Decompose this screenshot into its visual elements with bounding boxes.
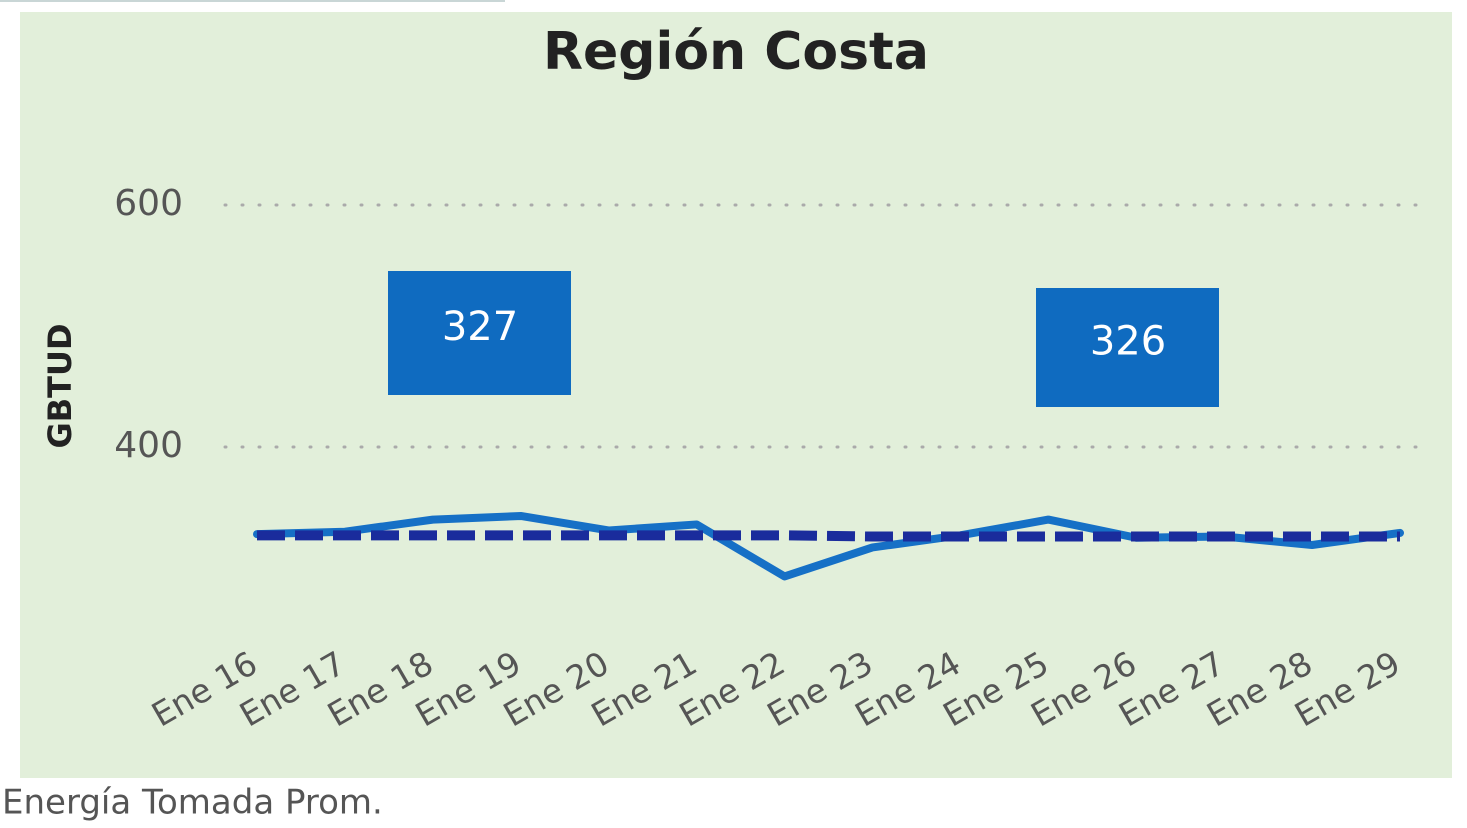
y-tick-label: 400 bbox=[114, 425, 183, 466]
y-axis-label: GBTUD bbox=[41, 323, 79, 448]
caption: Energía Tomada Prom. bbox=[2, 783, 383, 823]
data-label: 327 bbox=[442, 304, 518, 350]
y-tick-label: 600 bbox=[114, 183, 183, 224]
average-line bbox=[257, 530, 1400, 542]
chart-title: Región Costa bbox=[543, 22, 929, 82]
label-box bbox=[388, 271, 571, 395]
data-label: 326 bbox=[1090, 319, 1166, 365]
label-box bbox=[1036, 288, 1219, 407]
